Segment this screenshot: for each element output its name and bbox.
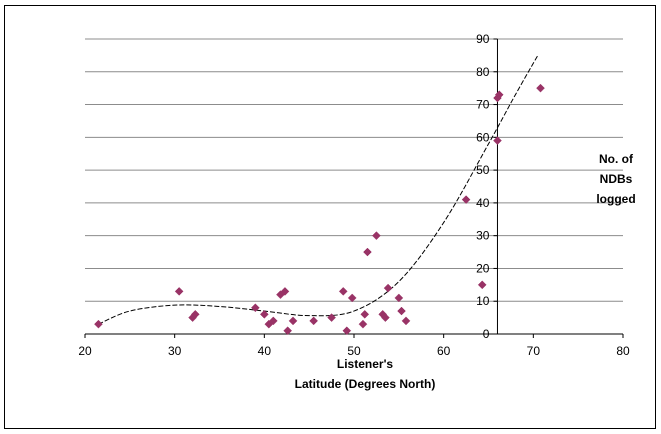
trendline — [98, 55, 539, 325]
gridlines — [85, 38, 623, 302]
data-point-23 — [383, 283, 393, 293]
data-point-9 — [280, 287, 290, 296]
data-point-4 — [251, 303, 260, 313]
y-tick-label-40: 40 — [476, 196, 490, 210]
data-point-19 — [363, 247, 372, 257]
data-point-12 — [309, 316, 319, 326]
data-point-20 — [372, 231, 381, 241]
data-point-22 — [381, 313, 390, 322]
axes — [84, 38, 624, 338]
data-point-27 — [461, 195, 471, 204]
data-point-13 — [327, 313, 336, 322]
y-tick-label-80: 80 — [476, 65, 490, 79]
data-point-17 — [358, 319, 368, 329]
x-tick-label-50: 50 — [347, 344, 361, 358]
y-tick-label-30: 30 — [476, 229, 490, 243]
data-point-31 — [494, 90, 504, 100]
data-point-16 — [347, 293, 357, 303]
y-tick-label-50: 50 — [476, 163, 490, 177]
scatter-chart: 0 10 20 30 40 50 60 70 80 90 20 30 40 50 60 70 80 Listen… — [78, 32, 635, 391]
data-point-1 — [174, 287, 184, 296]
data-point-10 — [283, 326, 293, 336]
data-point-15 — [342, 326, 352, 336]
data-point-25 — [397, 306, 406, 316]
y-tick-label-70: 70 — [476, 98, 490, 112]
x-tick-label-30: 30 — [168, 344, 182, 358]
chart-area: 0 10 20 30 40 50 60 70 80 90 20 30 40 50 60 70 80 Listen… — [4, 5, 656, 429]
y-tick-label-20: 20 — [476, 261, 490, 275]
data-point-11 — [288, 316, 298, 326]
y-tick-label-90: 90 — [476, 32, 490, 46]
data-point-7 — [268, 316, 278, 326]
data-point-26 — [401, 316, 411, 326]
x-tick-label-60: 60 — [437, 344, 451, 358]
x-tick-label-70: 70 — [527, 344, 541, 358]
x-axis-title-line-1: Listener's — [337, 357, 394, 371]
data-points — [94, 83, 545, 336]
x-tick-label-80: 80 — [616, 344, 630, 358]
y-tick-label-60: 60 — [476, 130, 490, 144]
data-point-3 — [190, 309, 200, 319]
x-tick-label-20: 20 — [78, 344, 92, 358]
tick-labels: 0 10 20 30 40 50 60 70 80 90 20 30 40 50 60 70 80 — [78, 32, 630, 358]
y-axis-title-line-2: NDBs — [600, 172, 633, 186]
data-point-0 — [94, 319, 103, 329]
data-point-28 — [477, 280, 487, 290]
y-axis-title-line-3: logged — [596, 192, 635, 206]
data-point-14 — [338, 287, 348, 296]
data-point-24 — [394, 293, 404, 303]
y-tick-label-10: 10 — [476, 294, 490, 308]
data-point-29 — [493, 136, 502, 145]
x-tick-label-40: 40 — [258, 344, 272, 358]
data-point-5 — [259, 309, 269, 319]
x-axis-title-line-2: Latitude (Degrees North) — [295, 377, 436, 391]
y-tick-label-0: 0 — [483, 327, 490, 341]
data-point-32 — [536, 83, 545, 93]
trendline-curve — [98, 55, 539, 325]
data-point-18 — [360, 309, 370, 319]
y-axis-title-line-1: No. of — [599, 152, 634, 166]
